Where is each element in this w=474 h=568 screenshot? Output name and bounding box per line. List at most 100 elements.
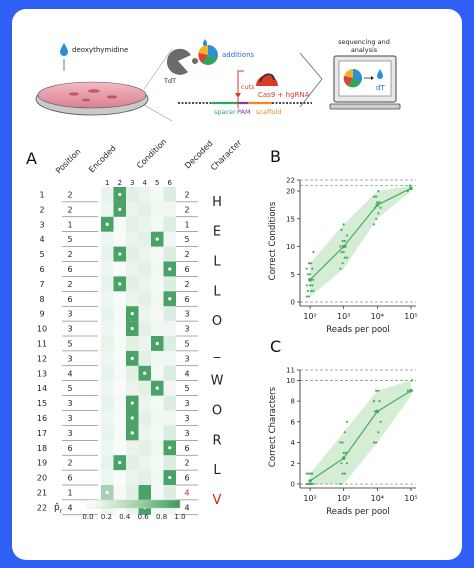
encoded-value: 2 [67, 190, 72, 199]
heatmap-cell [138, 455, 151, 471]
heatmap-cell [113, 336, 126, 351]
x-tick-label: 10⁴ [371, 312, 384, 321]
cuts-label: cuts [241, 83, 255, 91]
y-tick-label: 6 [291, 418, 296, 426]
data-point [312, 278, 315, 281]
heatmap-row: 14 5 5 [37, 380, 198, 396]
encoded-marker [130, 356, 134, 360]
heatmap-cell [101, 261, 114, 277]
position-value: 4 [39, 235, 44, 244]
heatmap-row: 8 6 6 [39, 291, 198, 307]
col-header-position: Position [54, 147, 82, 175]
data-point [311, 284, 314, 287]
colorbar-gradient [87, 499, 181, 509]
data-point [311, 267, 314, 270]
heatmap-cell [138, 261, 151, 277]
decoded-value: 5 [184, 384, 189, 393]
heatmap-cell [101, 410, 114, 426]
heatmap-cell [138, 470, 151, 485]
condition-number: 2 [118, 179, 122, 187]
decoded-value: 6 [184, 295, 189, 304]
heatmap-cell [163, 187, 176, 202]
decoded-value: 2 [184, 459, 189, 468]
decoded-character: V [213, 493, 222, 508]
heatmap-row: 19 2 2 L [37, 455, 221, 478]
heatmap-row: 16 3 3 [37, 410, 198, 426]
heatmap-row: 15 3 3 O [37, 395, 222, 419]
position-value: 12 [37, 354, 47, 363]
data-point [339, 267, 342, 270]
position-value: 16 [37, 414, 47, 423]
decoded-value: 3 [184, 310, 189, 319]
data-point [310, 472, 313, 475]
data-point [379, 206, 382, 209]
heatmap-cell [101, 201, 114, 217]
data-point [343, 431, 346, 434]
tdt-label: TdT [163, 77, 176, 85]
decoded-character: O [212, 404, 222, 419]
panel-a-letter: A [26, 149, 37, 168]
data-point [305, 472, 308, 475]
heatmap-row: 7 2 2 L [39, 276, 221, 299]
data-point [307, 295, 311, 298]
heatmap-row: 17 3 3 R [37, 425, 222, 448]
heatmap-row: 1 2 2 H [39, 187, 222, 210]
data-point [305, 295, 308, 298]
decoded-character: W [211, 374, 224, 389]
data-point [339, 482, 342, 486]
data-point [411, 379, 414, 382]
encoded-value: 4 [67, 503, 72, 512]
data-point [377, 389, 380, 392]
heatmap-cell [113, 470, 126, 485]
heatmap-cell [101, 470, 114, 485]
heatmap-cell [101, 291, 114, 307]
encoded-value: 3 [67, 325, 72, 334]
heatmap-cell [138, 216, 151, 232]
heatmap-cell [151, 455, 164, 471]
y-tick-label: 20 [286, 188, 295, 196]
decoded-character: R [212, 433, 221, 448]
heatmap-cell [163, 216, 176, 232]
heatmap-cell [163, 365, 176, 381]
cas9-enzyme-icon [256, 73, 278, 86]
data-point [345, 234, 349, 237]
data-point [372, 441, 376, 444]
dna-strand [178, 98, 312, 108]
arrow-icon [299, 52, 323, 108]
condition-number: 6 [168, 179, 173, 187]
data-point [372, 195, 376, 198]
panel-a: A Position Encoded Condition Decoded Cha… [26, 137, 244, 521]
heatmap-cell [138, 336, 151, 351]
heatmap-row: 21 1 4 V [37, 485, 222, 508]
y-tick-label: 22 [286, 177, 295, 185]
x-tick-label: 10³ [337, 494, 350, 503]
data-point [341, 239, 344, 243]
y-tick-label: 4 [291, 439, 296, 447]
data-point [340, 228, 343, 231]
computer-icon [329, 55, 401, 110]
heatmap-cell [163, 395, 176, 411]
heatmap-cell [151, 216, 164, 232]
heatmap-cell [113, 425, 126, 441]
pie-chart-icon [343, 69, 362, 88]
deoxythymidine-label: deoxythymidine [72, 46, 128, 54]
encoded-marker [105, 490, 109, 495]
encoded-value: 2 [67, 280, 72, 289]
y-axis-label: Correct Characters [268, 386, 278, 467]
heatmap-row: 12 3 3 [37, 350, 198, 367]
data-point [372, 223, 376, 226]
colorbar-tick: 0.8 [156, 513, 167, 521]
decoded-value: 3 [184, 354, 189, 363]
heatmap-cell [126, 231, 139, 247]
data-point [375, 441, 378, 444]
encoded-marker [118, 282, 122, 286]
mean-marker [375, 203, 380, 207]
data-point [341, 262, 344, 265]
heatmap-cell [138, 485, 151, 500]
heatmap-cell [101, 336, 114, 351]
position-value: 1 [39, 190, 44, 199]
figure-card: deoxythymidine TdT additions [12, 9, 462, 560]
x-tick-label: 10⁵ [404, 494, 417, 503]
position-value: 8 [39, 295, 44, 304]
